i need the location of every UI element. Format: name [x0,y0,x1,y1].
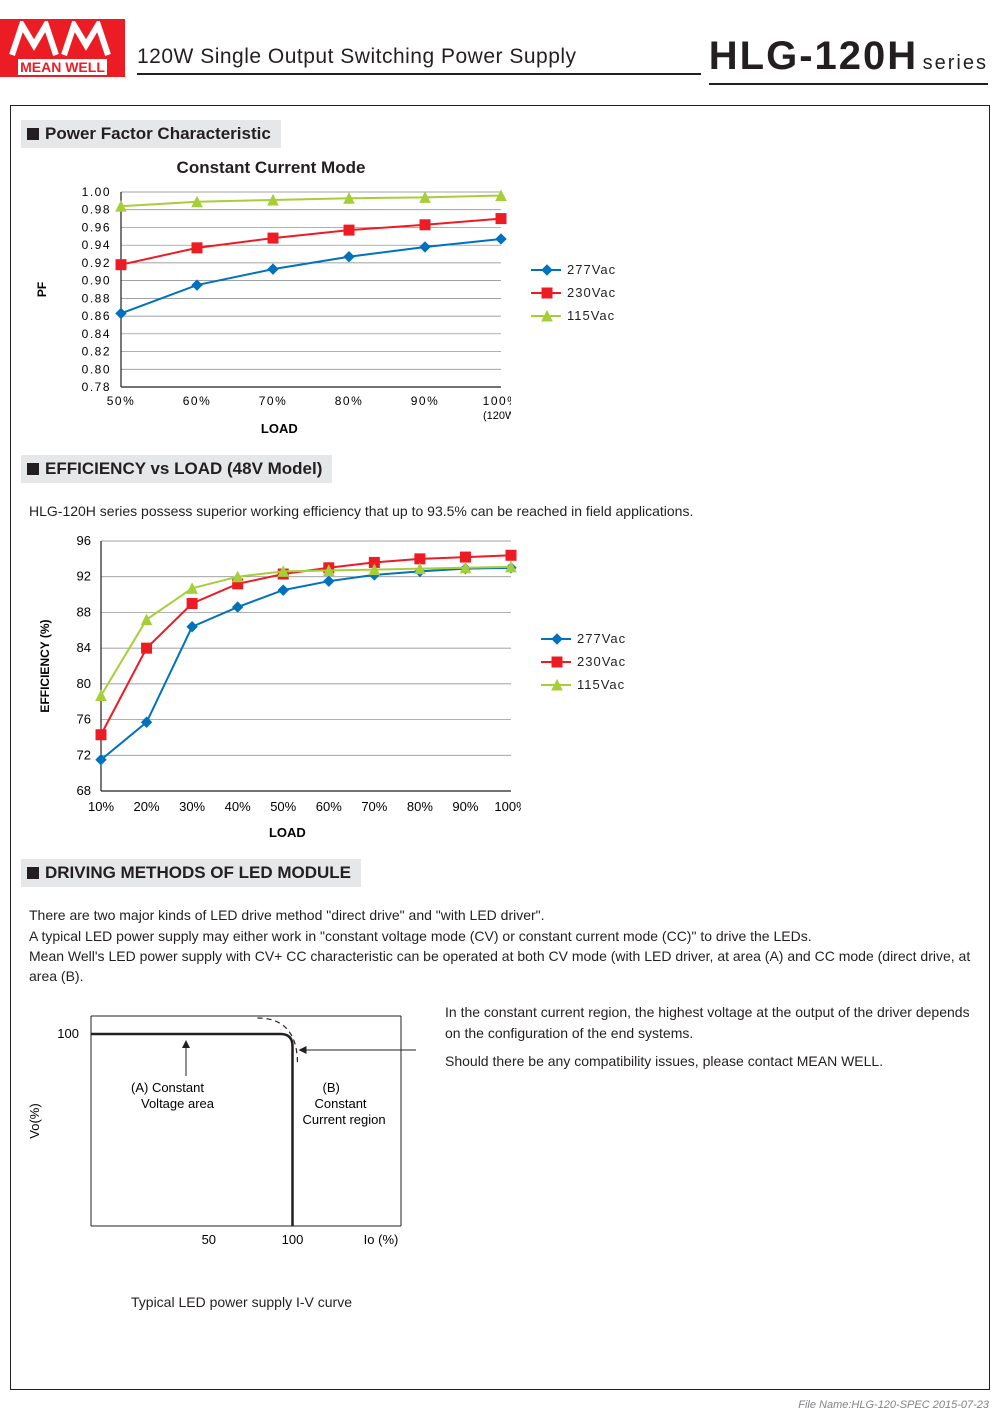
svg-text:90%: 90% [452,799,478,814]
svg-text:76: 76 [77,712,91,727]
p1: There are two major kinds of LED drive m… [29,905,979,925]
chart1-title: Constant Current Mode [41,158,501,178]
svg-text:Voltage area: Voltage area [141,1096,215,1111]
efficiency-section: EFFICIENCY vs LOAD (48V Model) HLG-120H … [21,455,979,841]
svg-text:84: 84 [77,640,91,655]
r2: Should there be any compatibility issues… [445,1051,979,1071]
svg-text:88: 88 [77,605,91,620]
svg-text:0.88: 0.88 [82,291,111,305]
svg-text:0.80: 0.80 [82,362,111,376]
p3: Mean Well's LED power supply with CV+ CC… [29,946,979,987]
svg-text:70%: 70% [259,394,288,408]
svg-text:40%: 40% [225,799,251,814]
r1: In the constant current region, the high… [445,1002,979,1043]
svg-text:0.94: 0.94 [82,238,111,252]
svg-text:Io (%): Io (%) [364,1232,399,1247]
footer-filename: File Name:HLG-120-SPEC 2015-07-23 [798,1399,989,1411]
svg-text:0.86: 0.86 [82,309,111,323]
svg-text:LOAD: LOAD [269,825,306,840]
svg-text:100: 100 [57,1026,79,1041]
svg-text:68: 68 [77,783,91,798]
svg-text:PF: PF [35,282,49,297]
svg-text:90%: 90% [411,394,440,408]
section-title: DRIVING METHODS OF LED MODULE [21,859,361,887]
document-header: MEAN WELL 120W Single Output Switching P… [0,0,1000,85]
chart2-legend: 277Vac230Vac115Vac [541,631,626,700]
svg-text:0.92: 0.92 [82,256,111,270]
svg-text:LOAD: LOAD [261,421,298,436]
logo-text: MEAN WELL [18,59,107,75]
svg-text:80%: 80% [335,394,364,408]
svg-text:Constant: Constant [315,1096,367,1111]
document-subtitle: 120W Single Output Switching Power Suppl… [137,45,701,75]
section3-right-text: In the constant current region, the high… [445,996,979,1286]
svg-text:70%: 70% [361,799,387,814]
svg-text:96: 96 [77,533,91,548]
iv-caption: Typical LED power supply I-V curve [131,1294,979,1310]
svg-text:50%: 50% [270,799,296,814]
pf-chart: 0.78 0.80 0.82 0.84 0.86 0.88 0.90 0.92 0.94 0.96… [21,182,511,437]
p2: A typical LED power supply may either wo… [29,926,979,946]
svg-text:0.78: 0.78 [82,380,111,394]
bullet-icon [27,463,39,475]
svg-text:0.90: 0.90 [82,274,111,288]
section1-title-text: Power Factor Characteristic [45,124,271,143]
svg-text:30%: 30% [179,799,205,814]
svg-text:100: 100 [282,1232,304,1247]
bullet-icon [27,867,39,879]
svg-text:(B): (B) [323,1080,340,1095]
svg-text:10%: 10% [88,799,114,814]
svg-text:50: 50 [202,1232,216,1247]
svg-text:50%: 50% [107,394,136,408]
svg-text:0.82: 0.82 [82,345,111,359]
svg-text:0.84: 0.84 [82,327,111,341]
svg-text:60%: 60% [316,799,342,814]
iv-curve-diagram: Vo(%) 100 50 100 Io (%) (A) ConstantVoltage a… [21,996,421,1286]
section-title: Power Factor Characteristic [21,120,281,148]
svg-text:72: 72 [77,748,91,763]
section2-title-text: EFFICIENCY vs LOAD (48V Model) [45,459,322,478]
svg-text:Current region: Current region [303,1112,386,1127]
driving-methods-section: DRIVING METHODS OF LED MODULE There are … [21,859,979,1310]
section2-desc: HLG-120H series possess superior working… [29,501,979,521]
svg-text:EFFICIENCY (%): EFFICIENCY (%) [38,620,52,713]
svg-text:80: 80 [77,676,91,691]
section-title: EFFICIENCY vs LOAD (48V Model) [21,455,332,483]
content-frame: Power Factor Characteristic Constant Cur… [10,105,990,1390]
svg-text:60%: 60% [183,394,212,408]
svg-text:(A) Constant: (A) Constant [131,1080,204,1095]
chart1-legend: 277Vac230Vac115Vac [531,262,616,331]
model-series: series [923,52,988,74]
svg-text:(120W): (120W) [483,410,511,422]
svg-text:Vo(%): Vo(%) [27,1104,42,1139]
eff-chart: 68 72 76 80 84 88 92 96 10% 20% 30% 40% 50% 60% 70% 80%… [21,531,521,841]
svg-text:92: 92 [77,569,91,584]
svg-text:0.96: 0.96 [82,220,111,234]
section3-title-text: DRIVING METHODS OF LED MODULE [45,863,351,882]
svg-text:1.00: 1.00 [82,185,111,199]
section3-intro: There are two major kinds of LED drive m… [29,905,979,986]
power-factor-section: Power Factor Characteristic Constant Cur… [21,120,979,437]
svg-text:0.98: 0.98 [82,203,111,217]
svg-text:20%: 20% [134,799,160,814]
svg-text:100%: 100% [483,394,511,408]
bullet-icon [27,128,39,140]
meanwell-logo: MEAN WELL [0,19,125,77]
svg-text:80%: 80% [407,799,433,814]
model-main: HLG-120H [709,34,918,78]
svg-text:100%: 100% [494,799,521,814]
model-number: HLG-120H series [709,34,988,85]
